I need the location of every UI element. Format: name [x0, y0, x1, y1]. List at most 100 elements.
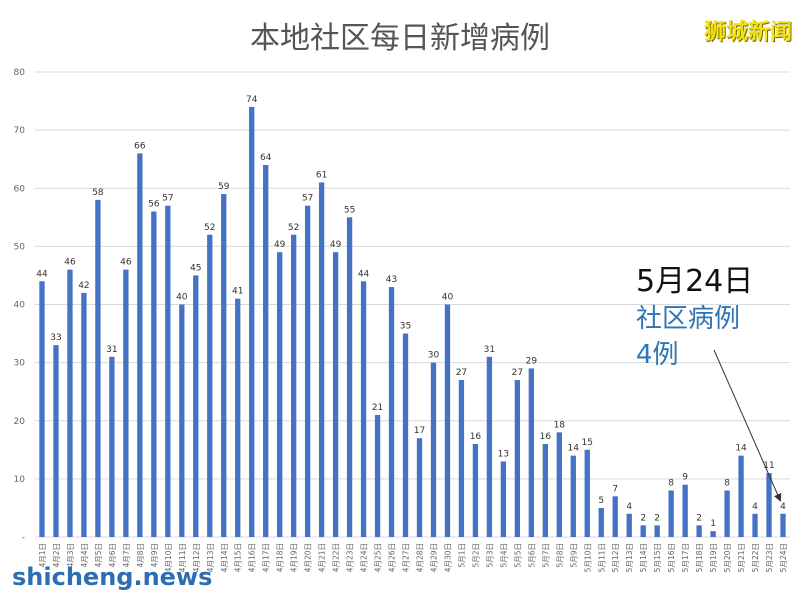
annotation-arrow — [713, 349, 782, 502]
bar — [738, 455, 744, 537]
x-tick-label: 5月18日 — [695, 543, 704, 572]
data-label: 46 — [64, 258, 76, 268]
bar — [500, 461, 507, 537]
bar — [766, 473, 772, 537]
data-label: 27 — [512, 368, 523, 378]
bar — [402, 333, 409, 537]
data-label: 14 — [568, 444, 580, 454]
bar — [374, 414, 381, 537]
data-label: 41 — [232, 287, 243, 297]
x-tick-label: 4月11日 — [178, 543, 187, 572]
bar — [67, 269, 73, 537]
bar — [710, 531, 716, 537]
x-tick-label: 5月20日 — [723, 543, 732, 572]
x-tick-label: 4月4日 — [80, 543, 89, 568]
bar — [752, 513, 758, 537]
bar — [444, 304, 451, 537]
y-tick-label: 70 — [14, 126, 26, 136]
bar — [249, 106, 255, 537]
bar — [81, 292, 87, 537]
bar — [598, 507, 604, 537]
data-label: 16 — [540, 432, 552, 442]
x-tick-label: 5月15日 — [653, 543, 662, 572]
bar — [430, 362, 437, 537]
x-tick-label: 5月11日 — [597, 543, 606, 572]
data-label: 44 — [358, 269, 370, 279]
data-label: 16 — [470, 432, 482, 442]
data-label: 45 — [190, 263, 201, 273]
x-tick-label: 4月29日 — [429, 543, 438, 572]
x-tick-label: 4月8日 — [136, 543, 145, 568]
data-label: 55 — [344, 205, 355, 215]
annotation-date: 5月24日 — [636, 264, 754, 299]
bar — [514, 380, 521, 537]
bar — [277, 252, 283, 537]
data-label: 64 — [260, 153, 272, 163]
bar — [165, 205, 171, 537]
data-label: 4 — [780, 502, 786, 512]
annotation-label: 社区病例 — [636, 304, 741, 334]
x-tick-label: 5月3日 — [485, 543, 494, 568]
x-tick-label: 5月13日 — [625, 543, 634, 572]
x-tick-label: 5月7日 — [541, 543, 550, 568]
x-tick-label: 5月24日 — [779, 543, 788, 572]
bar — [151, 211, 157, 537]
data-label: 31 — [484, 345, 495, 355]
bar — [528, 368, 534, 537]
x-tick-label: 5月21日 — [737, 543, 746, 572]
x-tick-label: 4月12日 — [192, 543, 201, 572]
bar — [472, 444, 479, 537]
data-label: 66 — [134, 141, 146, 151]
bar — [458, 380, 465, 537]
bar — [640, 525, 646, 537]
data-label: 4 — [626, 502, 632, 512]
bar — [263, 165, 269, 537]
x-tick-label: 5月23日 — [765, 543, 774, 572]
bar — [682, 484, 688, 537]
data-label: 27 — [456, 368, 467, 378]
bar — [416, 438, 423, 537]
data-label: 5 — [598, 496, 604, 506]
x-tick-label: 5月1日 — [457, 543, 466, 568]
x-tick-label: 4月1日 — [38, 543, 47, 568]
data-label: 7 — [612, 484, 618, 494]
x-tick-label: 4月28日 — [415, 543, 424, 572]
data-label: 56 — [148, 200, 160, 210]
x-tick-label: 5月22日 — [751, 543, 760, 572]
bar — [318, 182, 325, 537]
data-label: 42 — [78, 281, 89, 291]
data-label: 2 — [654, 513, 660, 523]
x-tick-label: 4月9日 — [150, 543, 159, 568]
data-label: 52 — [288, 223, 299, 233]
x-tick-label: 4月16日 — [248, 543, 257, 572]
bar — [486, 356, 493, 537]
x-tick-label: 4月6日 — [108, 543, 117, 568]
x-tick-label: 5月4日 — [499, 543, 508, 568]
data-label: 1 — [710, 519, 716, 529]
data-label: 52 — [204, 223, 215, 233]
y-tick-label: 10 — [14, 475, 26, 485]
bar — [179, 304, 185, 537]
annotation-count: 4例 — [636, 340, 679, 370]
x-tick-label: 4月2日 — [52, 543, 61, 568]
data-label: 57 — [302, 194, 313, 204]
x-tick-label: 4月5日 — [94, 543, 103, 568]
data-label: 40 — [176, 293, 188, 303]
x-tick-label: 4月21日 — [318, 543, 327, 572]
bar — [612, 496, 618, 537]
x-tick-label: 5月17日 — [681, 543, 690, 572]
x-tick-label: 5月6日 — [527, 543, 536, 568]
bar — [346, 217, 353, 537]
x-tick-label: 4月22日 — [332, 543, 341, 572]
data-label: 13 — [498, 449, 509, 459]
bar — [542, 444, 548, 537]
x-tick-label: 5月5日 — [513, 543, 522, 568]
data-label: 31 — [106, 345, 117, 355]
bar — [137, 153, 143, 537]
data-label: 8 — [668, 479, 674, 489]
data-label: 59 — [218, 182, 230, 192]
y-tick-label: 80 — [14, 68, 26, 78]
x-tick-label: 5月2日 — [471, 543, 480, 568]
data-label: 44 — [36, 269, 48, 279]
